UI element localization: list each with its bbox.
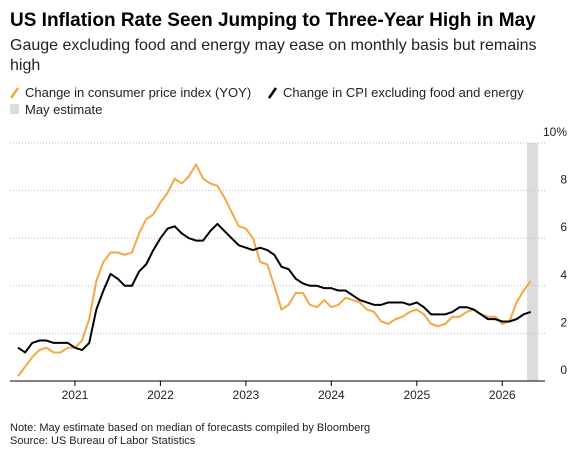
legend-swatch [10,104,19,114]
chart-title: US Inflation Rate Seen Jumping to Three-… [10,10,536,31]
legend-label: May estimate [25,102,102,117]
y-tick-label: 10% [543,125,567,139]
x-tick-label: 2024 [318,388,345,402]
legend-swatch [9,87,20,99]
y-tick-label: 4 [560,268,567,282]
chart-subtitle: Gauge excluding food and energy may ease… [10,37,537,74]
legend-label: Change in consumer price index (YOY) [25,85,251,100]
y-tick-label: 8 [560,173,567,187]
series-line [17,163,532,377]
legend-swatch [267,87,278,99]
subtitle-box: Gauge excluding food and energy may ease… [10,37,537,74]
x-tick-label: 2025 [403,388,430,402]
shaded-region [527,143,539,381]
legend-label: Change in CPI excluding food and energy [283,85,524,100]
y-tick-label: 2 [560,315,567,329]
x-tick-label: 2026 [489,388,516,402]
y-tick-label: 6 [560,220,567,234]
note: Note: May estimate based on median of fo… [10,422,370,434]
x-tick-label: 2023 [233,388,260,402]
series-line [17,222,532,354]
source: Source: US Bureau of Labor Statistics [10,435,196,447]
x-tick-label: 2022 [147,388,174,402]
y-tick-label: 0 [560,363,567,377]
x-tick-label: 2021 [62,388,89,402]
